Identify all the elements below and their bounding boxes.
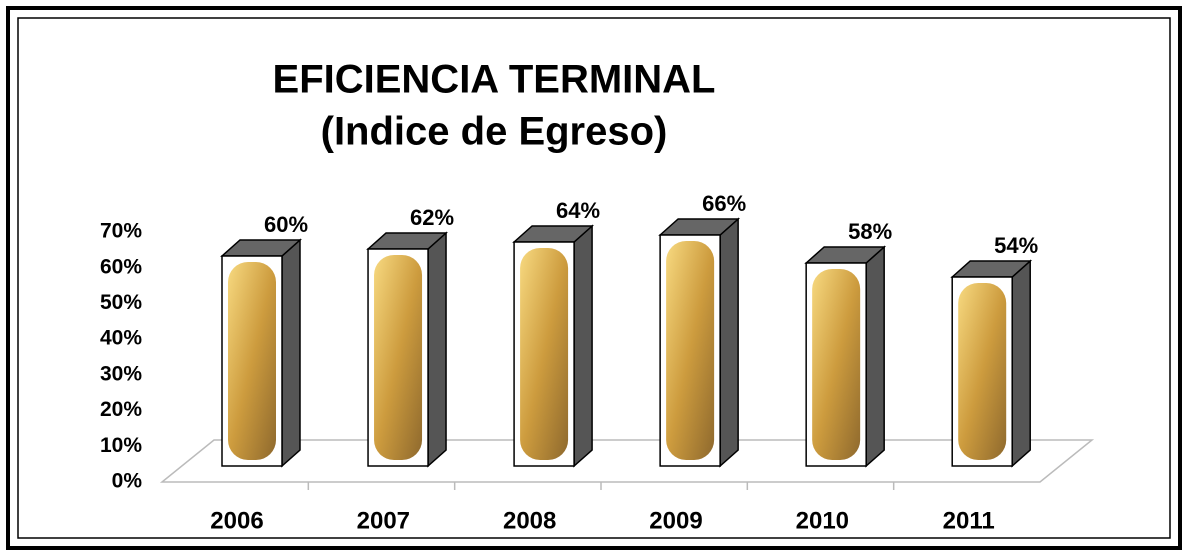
bar-side bbox=[719, 217, 739, 468]
y-tick-label: 40% bbox=[100, 327, 142, 350]
x-tick-label: 2008 bbox=[503, 507, 556, 534]
y-tick-label: 50% bbox=[100, 291, 142, 314]
y-tick-label: 20% bbox=[100, 398, 142, 421]
bar-emblem bbox=[958, 283, 1007, 460]
value-label: 64% bbox=[556, 198, 600, 223]
bar-emblem bbox=[228, 262, 276, 460]
x-tick-label: 2009 bbox=[649, 507, 702, 534]
y-tick-label: 70% bbox=[100, 220, 142, 243]
chart-title: EFICIENCIA TERMINAL bbox=[273, 58, 716, 102]
value-label: 62% bbox=[410, 205, 454, 230]
x-tick-label: 2007 bbox=[357, 507, 410, 534]
y-tick-label: 10% bbox=[100, 434, 142, 457]
x-tick-label: 2011 bbox=[943, 507, 995, 534]
inner-frame bbox=[17, 17, 1171, 539]
bar-emblem bbox=[812, 269, 861, 460]
y-tick-label: 0% bbox=[112, 470, 143, 493]
bar-side bbox=[573, 224, 593, 468]
bar-side bbox=[281, 238, 301, 468]
y-tick-label: 60% bbox=[100, 255, 142, 278]
bar-side bbox=[865, 245, 885, 468]
value-label: 60% bbox=[264, 212, 308, 237]
value-label: 66% bbox=[702, 191, 746, 216]
bar-emblem bbox=[374, 255, 423, 460]
value-label: 58% bbox=[848, 219, 892, 244]
bar-emblem bbox=[666, 241, 715, 460]
bar-side bbox=[427, 231, 447, 468]
x-tick-label: 2006 bbox=[210, 507, 263, 534]
bar-side bbox=[1011, 259, 1031, 468]
chart-subtitle: (Indice de Egreso) bbox=[321, 110, 668, 154]
value-label: 54% bbox=[994, 233, 1038, 258]
x-tick-label: 2010 bbox=[796, 507, 849, 534]
y-tick-label: 30% bbox=[100, 362, 142, 385]
bar-emblem bbox=[520, 248, 569, 460]
